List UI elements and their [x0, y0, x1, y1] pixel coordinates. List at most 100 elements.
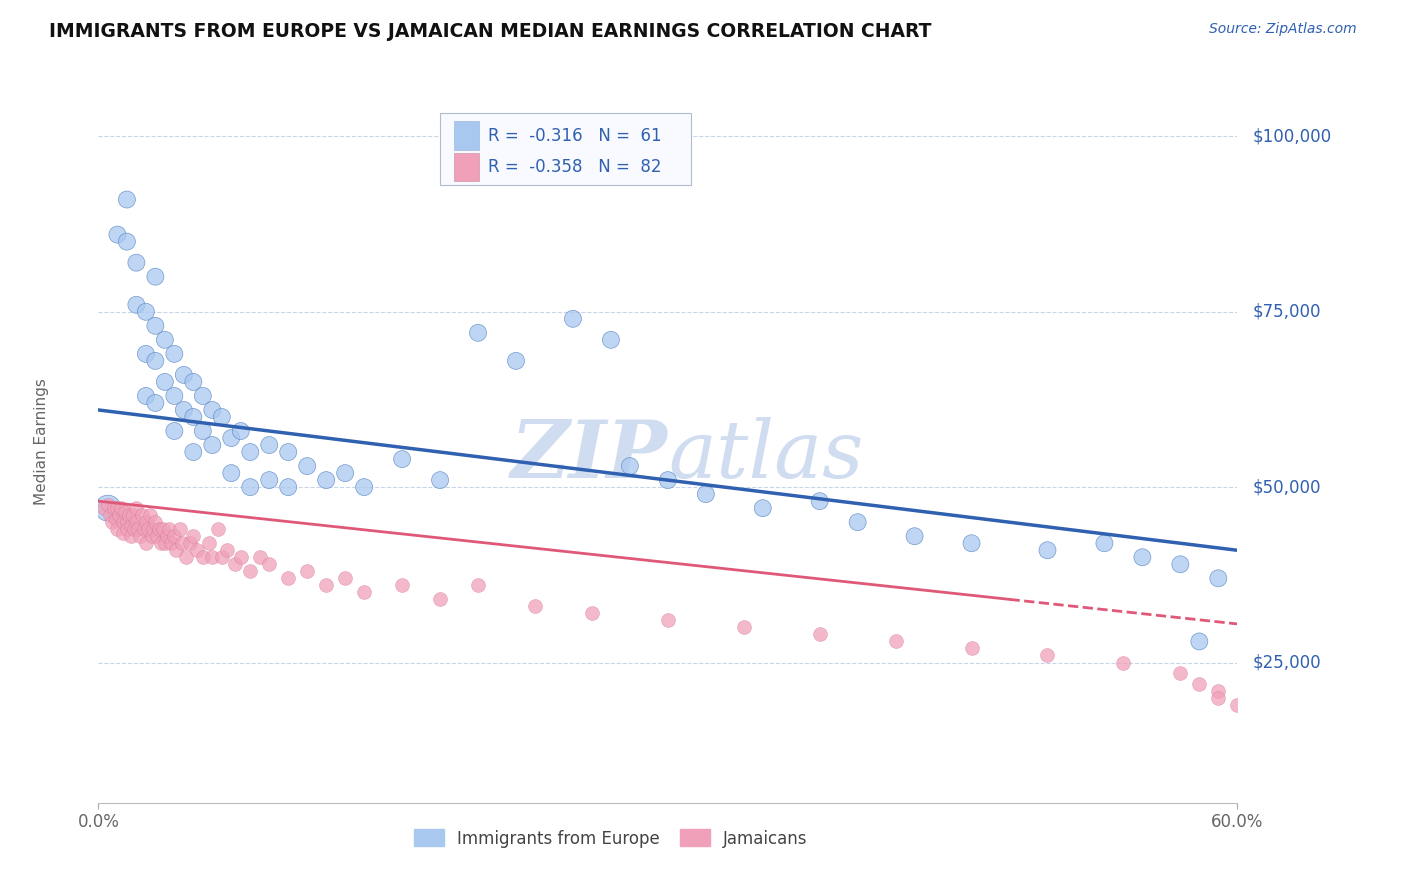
- Point: [315, 578, 337, 592]
- Point: [97, 498, 120, 512]
- Point: [118, 508, 141, 523]
- Point: [695, 487, 717, 501]
- Point: [353, 585, 375, 599]
- Point: [315, 473, 337, 487]
- Point: [239, 480, 262, 494]
- Point: [103, 501, 125, 516]
- Point: [148, 522, 170, 536]
- Point: [135, 305, 157, 319]
- Point: [884, 634, 907, 648]
- Point: [752, 501, 775, 516]
- FancyBboxPatch shape: [454, 121, 479, 151]
- Point: [1208, 571, 1230, 585]
- Point: [1188, 634, 1211, 648]
- Point: [138, 508, 160, 523]
- Point: [1188, 676, 1211, 690]
- Point: [657, 614, 679, 628]
- Point: [259, 558, 281, 572]
- Point: [335, 571, 357, 585]
- Text: $25,000: $25,000: [1253, 654, 1322, 672]
- Text: $75,000: $75,000: [1253, 302, 1322, 321]
- Point: [145, 515, 167, 529]
- FancyBboxPatch shape: [454, 153, 479, 181]
- Point: [100, 515, 122, 529]
- Point: [221, 431, 243, 445]
- Point: [197, 536, 219, 550]
- Point: [141, 529, 163, 543]
- Point: [142, 522, 165, 536]
- Point: [152, 522, 174, 536]
- Point: [211, 409, 233, 424]
- Point: [191, 550, 214, 565]
- Point: [229, 550, 252, 565]
- Point: [297, 459, 319, 474]
- Point: [153, 375, 176, 389]
- Point: [125, 255, 148, 269]
- Point: [562, 311, 585, 326]
- Point: [259, 473, 281, 487]
- Point: [808, 494, 831, 508]
- Point: [904, 529, 927, 543]
- Point: [145, 396, 167, 410]
- Point: [120, 518, 142, 533]
- Text: IMMIGRANTS FROM EUROPE VS JAMAICAN MEDIAN EARNINGS CORRELATION CHART: IMMIGRANTS FROM EUROPE VS JAMAICAN MEDIA…: [49, 22, 932, 41]
- Point: [131, 508, 153, 523]
- Point: [135, 515, 157, 529]
- Point: [183, 409, 205, 424]
- Point: [156, 529, 179, 543]
- Point: [239, 445, 262, 459]
- Point: [297, 564, 319, 578]
- Point: [183, 445, 205, 459]
- Text: Median Earnings: Median Earnings: [34, 378, 49, 505]
- Point: [120, 529, 142, 543]
- Point: [277, 445, 299, 459]
- Point: [224, 558, 246, 572]
- Point: [173, 368, 195, 382]
- Text: $100,000: $100,000: [1253, 128, 1331, 145]
- Point: [174, 550, 197, 565]
- Point: [179, 536, 201, 550]
- Point: [104, 512, 127, 526]
- Text: atlas: atlas: [668, 417, 863, 495]
- Point: [163, 389, 186, 403]
- Point: [145, 269, 167, 284]
- Point: [229, 424, 252, 438]
- Point: [115, 235, 138, 249]
- Legend: Immigrants from Europe, Jamaicans: Immigrants from Europe, Jamaicans: [405, 821, 817, 856]
- Point: [127, 522, 149, 536]
- Point: [186, 543, 208, 558]
- Point: [98, 508, 121, 523]
- Point: [391, 578, 413, 592]
- Point: [112, 525, 135, 540]
- Point: [1170, 558, 1192, 572]
- Point: [733, 620, 755, 634]
- Point: [125, 298, 148, 312]
- Point: [93, 501, 115, 516]
- Point: [170, 536, 193, 550]
- Point: [277, 571, 299, 585]
- Point: [353, 480, 375, 494]
- Point: [1112, 656, 1135, 670]
- Text: R =  -0.358   N =  82: R = -0.358 N = 82: [488, 158, 661, 176]
- Point: [169, 522, 191, 536]
- Point: [153, 333, 176, 347]
- Point: [112, 515, 135, 529]
- Point: [115, 522, 138, 536]
- Point: [183, 375, 205, 389]
- Point: [960, 536, 983, 550]
- Point: [1036, 648, 1059, 663]
- Point: [211, 550, 233, 565]
- Point: [150, 536, 173, 550]
- Point: [467, 326, 489, 340]
- Point: [201, 438, 224, 452]
- Point: [429, 592, 451, 607]
- Point: [115, 515, 138, 529]
- Point: [657, 473, 679, 487]
- Point: [201, 403, 224, 417]
- Point: [201, 550, 224, 565]
- Point: [1226, 698, 1249, 712]
- Point: [217, 543, 239, 558]
- Point: [159, 536, 181, 550]
- Point: [146, 529, 169, 543]
- Point: [249, 550, 271, 565]
